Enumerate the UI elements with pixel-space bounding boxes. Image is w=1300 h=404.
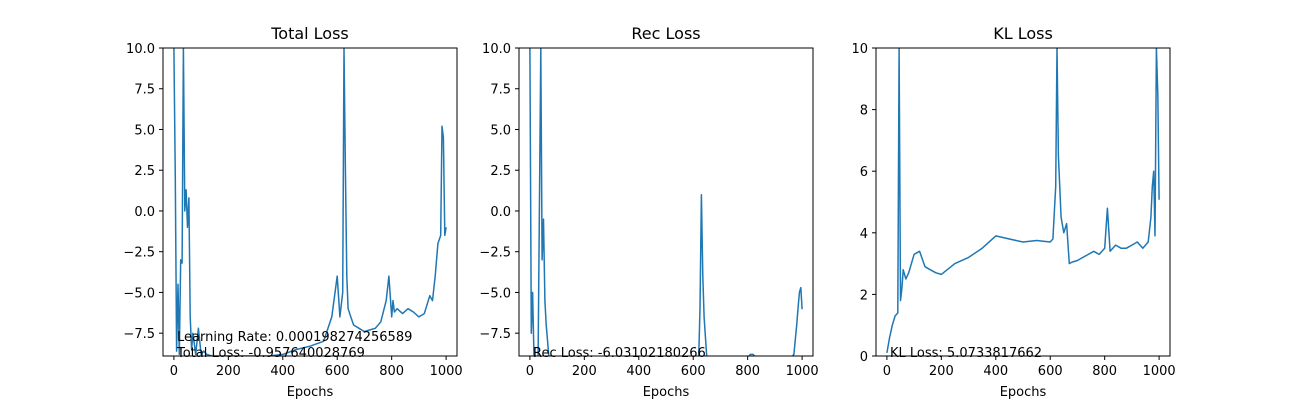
total-loss-ytick-label: −2.5 <box>123 246 155 261</box>
total-loss-series-line-0 <box>173 48 447 356</box>
rec-loss-annotation-0: Rec Loss: -6.03102180266 <box>533 346 706 361</box>
total-loss-xtick-label: 200 <box>216 364 241 379</box>
kl-loss-xaxis-label: Epochs <box>1000 385 1047 400</box>
total-loss-ytick-label: 5.0 <box>134 123 155 138</box>
rec-loss-xtick-label: 600 <box>681 364 706 379</box>
rec-loss-axes-frame <box>518 47 814 357</box>
total-loss-xaxis-label: Epochs <box>287 385 334 400</box>
kl-loss-axes-frame <box>875 47 1171 357</box>
rec-loss-ytick-label: −7.5 <box>479 327 511 342</box>
kl-loss-xtick-label: 0 <box>883 364 891 379</box>
total-loss-ytick-label: 0.0 <box>134 205 155 220</box>
total-loss-xtick-label: 0 <box>170 364 178 379</box>
kl-loss-xtick-label: 200 <box>929 364 954 379</box>
rec-loss-xtick-label: 400 <box>626 364 651 379</box>
total-loss-ytick-label: −5.0 <box>123 286 155 301</box>
total-loss-ytick-label: −7.5 <box>123 327 155 342</box>
kl-loss-ytick-label: 10 <box>851 42 868 57</box>
rec-loss-series-line-0 <box>529 48 803 356</box>
kl-loss-xtick-label: 800 <box>1092 364 1117 379</box>
total-loss-title: Total Loss <box>270 24 349 43</box>
total-loss-xtick-label: 800 <box>379 364 404 379</box>
kl-loss-ytick-label: 4 <box>860 227 868 242</box>
rec-loss-title: Rec Loss <box>631 24 700 43</box>
kl-loss-ytick-label: 2 <box>860 288 868 303</box>
kl-loss-xtick-label: 1000 <box>1143 364 1176 379</box>
rec-loss-xtick-label: 0 <box>526 364 534 379</box>
panel-kl-loss: 0 200 400 600 800 1000 0 2 4 6 8 10 KL Loss Epochs KL … <box>851 24 1175 400</box>
kl-loss-title: KL Loss <box>993 24 1053 43</box>
total-loss-xtick-label: 600 <box>325 364 350 379</box>
total-loss-annotation-0: Learning Rate: 0.000198274256589 <box>177 330 412 345</box>
rec-loss-ytick-label: 7.5 <box>490 83 511 98</box>
total-loss-ytick-label: 7.5 <box>134 83 155 98</box>
total-loss-axes-frame <box>162 47 458 357</box>
total-loss-xtick-label: 400 <box>270 364 295 379</box>
rec-loss-xtick-label: 1000 <box>786 364 819 379</box>
total-loss-ytick-label: 10.0 <box>126 42 155 57</box>
kl-loss-ytick-label: 6 <box>860 165 868 180</box>
rec-loss-ytick-label: 5.0 <box>490 123 511 138</box>
panel-total-loss: 0 200 400 600 800 1000 −7.5 −5.0 −2.5 0.0 2.5 5.0 7.… <box>123 24 462 400</box>
rec-loss-xaxis-label: Epochs <box>643 385 690 400</box>
kl-loss-ytick-label: 8 <box>860 104 868 119</box>
rec-loss-xtick-label: 800 <box>735 364 760 379</box>
kl-loss-series-line-0 <box>886 48 1160 354</box>
rec-loss-ytick-label: 10.0 <box>482 42 511 57</box>
kl-loss-xtick-label: 400 <box>983 364 1008 379</box>
total-loss-xtick-label: 1000 <box>430 364 463 379</box>
kl-loss-xtick-label: 600 <box>1038 364 1063 379</box>
rec-loss-xtick-label: 200 <box>572 364 597 379</box>
total-loss-annotation-1: Total Loss: -0.957640028769 <box>176 346 365 361</box>
rec-loss-ytick-label: −5.0 <box>479 286 511 301</box>
rec-loss-ytick-label: 2.5 <box>490 164 511 179</box>
rec-loss-ytick-label: −2.5 <box>479 246 511 261</box>
kl-loss-annotation-0: KL Loss: 5.0733817662 <box>890 346 1042 361</box>
kl-loss-ytick-label: 0 <box>860 350 868 365</box>
panel-rec-loss: 0 200 400 600 800 1000 −7.5 −5.0 −2.5 0.0 2.5 5.0 7.… <box>479 24 818 400</box>
rec-loss-ytick-label: 0.0 <box>490 205 511 220</box>
total-loss-ytick-label: 2.5 <box>134 164 155 179</box>
